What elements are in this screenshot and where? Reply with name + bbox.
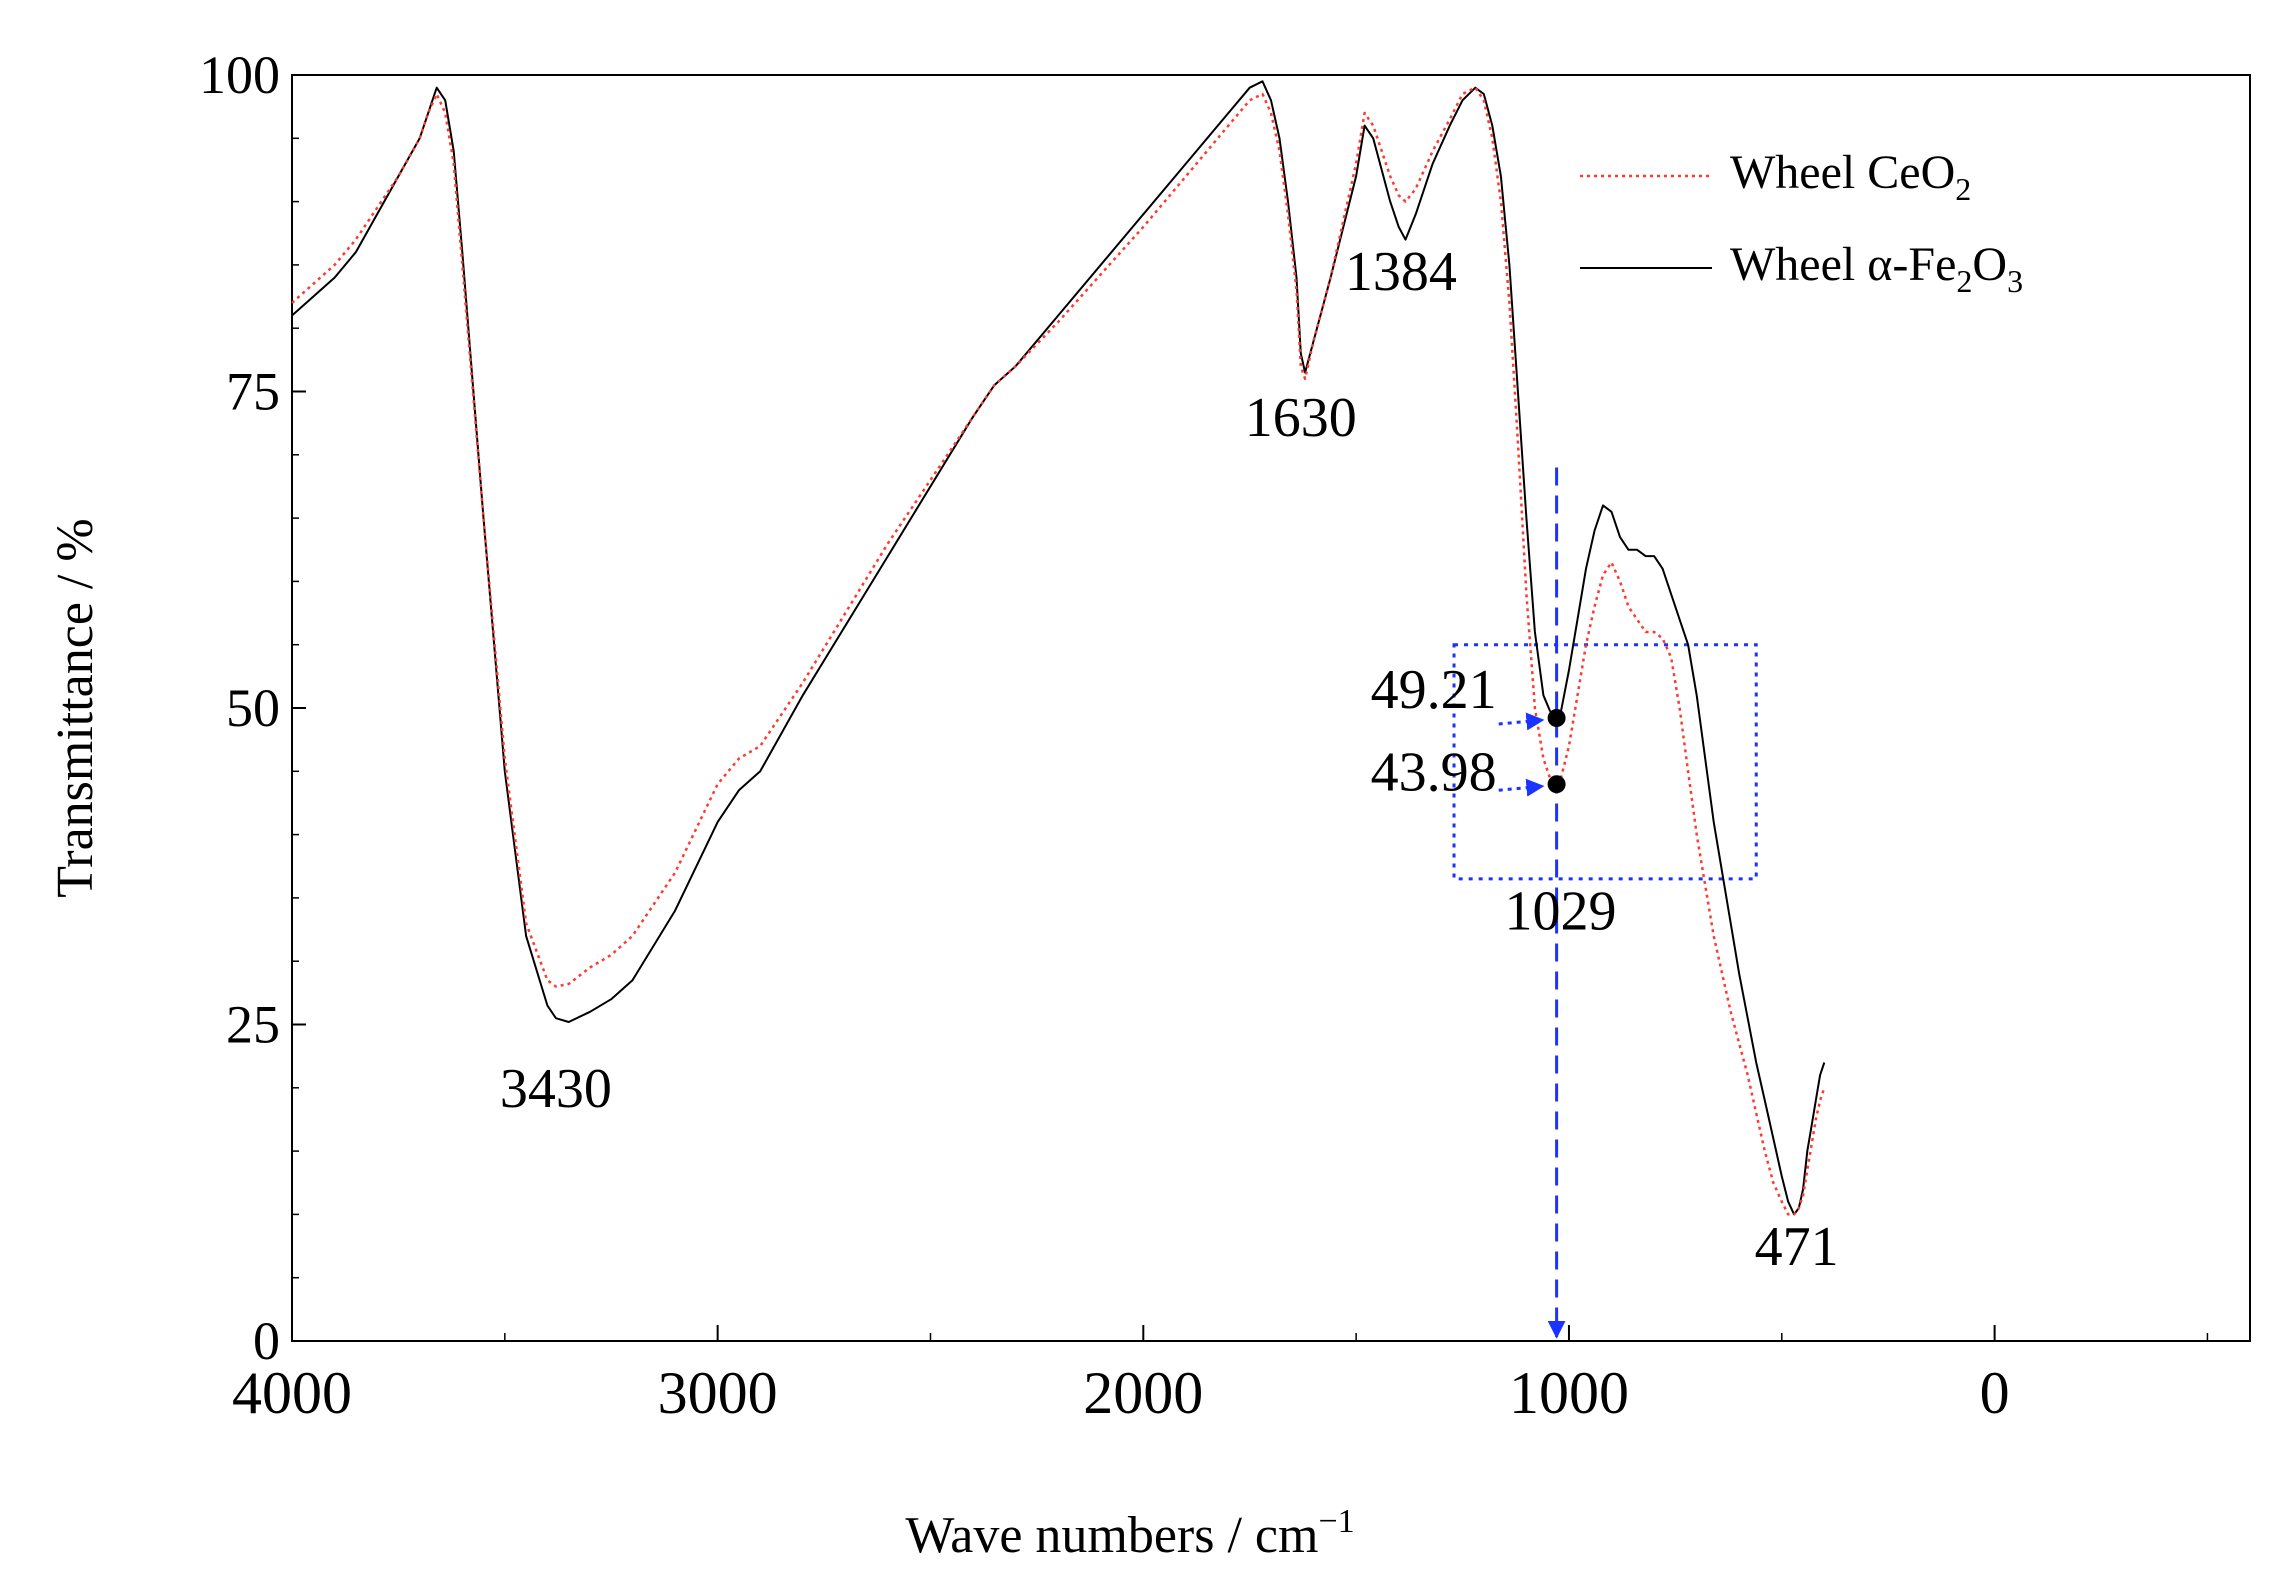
data-marker [1547, 709, 1566, 728]
legend-text: Wheel CeO [1730, 146, 1955, 199]
marker-pointer [1498, 778, 1545, 797]
x-tick-label: 0 [1980, 1360, 2010, 1426]
x-tick-label: 3000 [658, 1360, 778, 1426]
x-axis: 4000 3000 2000 1000 0 [232, 1325, 2209, 1426]
peak-label: 49.21 [1371, 659, 1497, 721]
y-tick-label: 100 [199, 45, 280, 105]
peak-label: 471 [1755, 1216, 1839, 1278]
peak-label: 1029 [1504, 881, 1616, 943]
x-tick-label: 2000 [1083, 1360, 1203, 1426]
annotation-layer: 3430 1630 1384 1029 471 49.21 43.98 [500, 241, 1839, 1278]
series-line-fe2o3 [291, 80, 1826, 1216]
marker-layer [1498, 709, 1566, 797]
x-axis-label-text: Wave numbers [905, 1507, 1214, 1564]
y-tick-label: 0 [253, 1311, 280, 1371]
x-tick-label: 4000 [232, 1360, 352, 1426]
highlight-region [1452, 643, 1758, 881]
series-line-ceo2 [291, 86, 1826, 1216]
peak-label: 3430 [500, 1058, 612, 1120]
legend-subscript: 2 [1956, 263, 1972, 299]
peak-label: 43.98 [1371, 741, 1497, 803]
marker-pointer [1498, 712, 1545, 731]
x-tick-label: 1000 [1509, 1360, 1629, 1426]
y-tick-label: 75 [226, 362, 280, 422]
highlight-box [1452, 643, 1758, 881]
legend-subscript: 3 [2007, 263, 2023, 299]
legend-label-fe2o3: Wheel α-Fe2O3 [1730, 238, 2023, 299]
x-axis-label: Wave numbers / cm−1 [905, 1503, 1354, 1564]
y-tick-label: 50 [226, 678, 280, 738]
series-layer [291, 80, 1826, 1216]
y-axis-label: Transmittance / % [47, 518, 104, 897]
y-tick-label: 25 [226, 995, 280, 1055]
x-axis-label-exponent: −1 [1318, 1503, 1354, 1540]
legend-label-ceo2: Wheel CeO2 [1730, 146, 1971, 207]
y-axis: 0 25 50 75 100 [199, 45, 306, 1371]
legend-subscript: 2 [1955, 171, 1971, 207]
legend-text: O [1972, 238, 2007, 291]
legend-text: Wheel α-Fe [1730, 238, 1956, 291]
data-marker [1547, 775, 1566, 794]
peak-label: 1630 [1245, 387, 1357, 449]
x-axis-label-unit: / cm [1214, 1507, 1318, 1564]
peak-label: 1384 [1345, 241, 1457, 303]
